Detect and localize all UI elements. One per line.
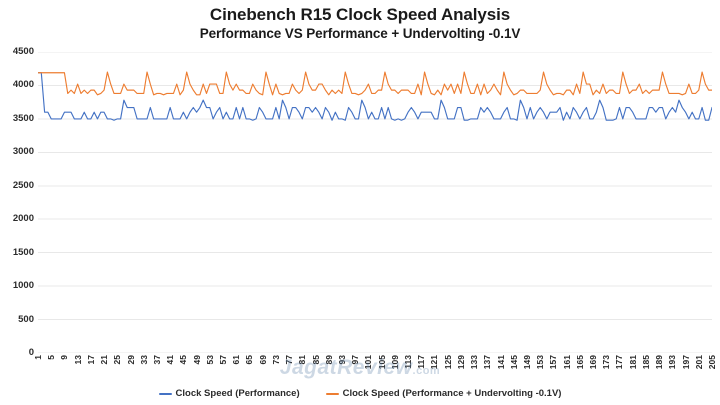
x-axis-tick-label: 197 (680, 355, 691, 370)
x-axis-tick-label: 9 (59, 355, 70, 360)
plot-area (38, 52, 712, 353)
chart-subtitle: Performance VS Performance + Undervoltin… (199, 26, 521, 41)
x-axis-tick-label: 41 (165, 355, 176, 365)
y-axis-tick-label: 1500 (12, 246, 34, 258)
x-axis-tick-label: 85 (310, 355, 321, 365)
legend-item-label: Clock Speed (Performance) (175, 388, 300, 399)
x-axis-tick-label: 177 (614, 355, 625, 370)
x-axis-tick-label: 145 (508, 355, 519, 370)
y-axis-tick-label: 3000 (12, 146, 34, 158)
y-axis-tick-label: 2000 (12, 213, 34, 225)
x-axis-tick-label: 165 (574, 355, 585, 370)
legend-line-icon (158, 392, 172, 395)
y-axis-tick-label: 2500 (12, 179, 34, 191)
x-axis-tick-label: 13 (72, 355, 83, 365)
x-axis-tick-label: 193 (667, 355, 678, 370)
x-axis-tick-label: 77 (284, 355, 295, 365)
legend-item[interactable]: Clock Speed (Performance + Undervolting … (325, 388, 562, 399)
legend-line-icon (325, 392, 339, 395)
x-axis-tick-label: 37 (151, 355, 162, 365)
x-axis-tick-label: 205 (707, 355, 717, 370)
x-axis-tick-label: 45 (178, 355, 189, 365)
x-axis-tick-label: 89 (323, 355, 334, 365)
x-axis-tick-label: 97 (350, 355, 361, 365)
x-axis-tick-label: 81 (297, 355, 308, 365)
x-axis-tick-label: 153 (535, 355, 546, 370)
x-axis-tick-label: 29 (125, 355, 136, 365)
y-axis-tick-label: 0 (28, 347, 34, 358)
y-axis: 0 500 1000 1500 2000 2500 3000 3500 4000 4500 (0, 47, 34, 358)
y-axis-tick-label: 1000 (12, 280, 34, 292)
plot-svg (38, 52, 712, 353)
x-axis-tick-label: 73 (270, 355, 281, 365)
x-axis-tick-label: 109 (389, 355, 400, 370)
y-axis-tick-label: 500 (18, 313, 34, 325)
x-axis-tick-label: 69 (257, 355, 268, 365)
x-axis-tick-label: 93 (336, 355, 347, 365)
x-axis-tick-label: 125 (442, 355, 453, 370)
x-axis-tick-label: 129 (455, 355, 466, 370)
x-axis-tick-label: 61 (231, 355, 242, 365)
x-axis-tick-label: 121 (429, 355, 440, 370)
x-axis-tick-label: 1 (33, 355, 43, 360)
x-axis: 1 5 9 13 17 21 25 29 33 37 41 45 49 53 57 61 65 69 73 77 81 8… (33, 355, 717, 387)
x-axis-tick-label: 21 (99, 355, 110, 365)
x-axis-tick-label: 33 (138, 355, 149, 365)
x-axis-tick-label: 189 (654, 355, 665, 370)
x-axis-tick-label: 57 (218, 355, 229, 365)
x-axis-tick-label: 117 (416, 355, 427, 369)
gridlines (38, 52, 712, 353)
x-axis-tick-label: 53 (204, 355, 215, 365)
x-axis-tick-label: 141 (495, 355, 506, 370)
x-axis-tick-label: 5 (46, 355, 57, 360)
chart-title: Cinebench R15 Clock Speed Analysis (209, 5, 511, 24)
legend-item-label: Clock Speed (Performance + Undervolting … (342, 388, 562, 399)
x-axis-tick-label: 133 (469, 355, 480, 370)
series-line-performance (38, 72, 712, 121)
x-axis-tick-label: 65 (244, 355, 255, 365)
x-axis-tick-label: 137 (482, 355, 493, 370)
x-axis-tick-label: 161 (561, 355, 572, 370)
x-axis-tick-label: 169 (588, 355, 599, 370)
x-axis-tick-label: 173 (601, 355, 612, 370)
x-axis-tick-label: 157 (548, 355, 559, 370)
y-axis-tick-label: 4000 (12, 79, 34, 91)
y-axis-tick-label: 3500 (12, 112, 34, 124)
x-axis-tick-label: 201 (693, 355, 704, 370)
legend-item[interactable]: Clock Speed (Performance) (158, 388, 300, 399)
x-axis-tick-label: 49 (191, 355, 202, 365)
x-axis-tick-label: 105 (376, 355, 387, 370)
title-block: Cinebench R15 Clock Speed Analysis Perfo… (0, 4, 720, 43)
x-axis-tick-label: 181 (627, 355, 638, 370)
chart-legend: Clock Speed (Performance) Clock Speed (Pe… (0, 388, 720, 399)
x-axis-tick-label: 101 (363, 355, 374, 370)
x-axis-tick-label: 17 (85, 355, 96, 365)
series-line-undervolting (38, 71, 712, 96)
series-lines (38, 71, 712, 121)
x-axis-tick-label: 149 (521, 355, 532, 370)
x-axis-tick-label: 113 (403, 355, 414, 369)
x-axis-tick-label: 185 (640, 355, 651, 370)
x-axis-tick-label: 25 (112, 355, 123, 365)
y-axis-tick-label: 4500 (12, 46, 34, 57)
